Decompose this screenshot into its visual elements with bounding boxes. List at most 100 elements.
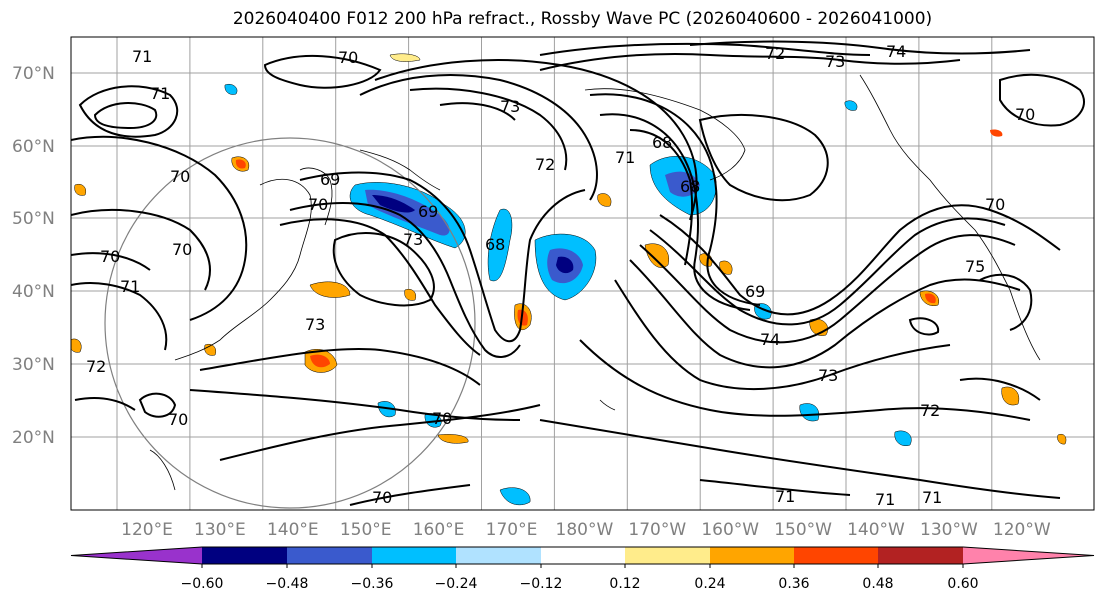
contour-label: 69 bbox=[320, 170, 340, 189]
colorbar-tick-label: 0.60 bbox=[947, 576, 978, 592]
latitude-label: 30°N bbox=[12, 355, 55, 375]
contour-label: 72 bbox=[920, 401, 940, 420]
colorbar-tick-label: 0.48 bbox=[862, 576, 893, 592]
shading-patch bbox=[925, 293, 936, 304]
contour-label: 70 bbox=[168, 410, 188, 429]
contour-label: 71 bbox=[150, 84, 170, 103]
longitude-label: 150°W bbox=[774, 520, 832, 540]
coastlines bbox=[149, 74, 1041, 491]
shading-patch bbox=[894, 430, 912, 446]
contour-label: 73 bbox=[818, 366, 838, 385]
colorbar-tick-label: 0.24 bbox=[694, 576, 725, 592]
contour-label: 69 bbox=[418, 202, 438, 221]
colorbar-tick-label: −0.24 bbox=[435, 576, 478, 592]
contour-label: 74 bbox=[760, 330, 780, 349]
contour-label: 70 bbox=[338, 48, 358, 67]
contour-label: 73 bbox=[825, 52, 845, 71]
colorbar-tick-label: −0.48 bbox=[266, 576, 309, 592]
longitude-labels: 120°E 130°E 140°E 150°E 160°E 170°E 180°W 170°W… bbox=[121, 520, 1051, 540]
shading-patch bbox=[437, 434, 469, 444]
contour-label: 71 bbox=[615, 148, 635, 167]
contour-labels: 71 70 72 73 74 73 71 70 69 68 71 68 72 6… bbox=[86, 42, 1035, 509]
longitude-label: 130°E bbox=[194, 520, 246, 540]
colorbar-segment bbox=[541, 547, 625, 564]
contour-label: 73 bbox=[403, 230, 423, 249]
latitude-label: 20°N bbox=[12, 428, 55, 448]
shading-patch bbox=[799, 403, 820, 422]
reference-circle bbox=[104, 137, 476, 509]
colorbar-segment bbox=[794, 547, 878, 564]
contour-label: 72 bbox=[765, 44, 785, 63]
contour-label: 70 bbox=[372, 488, 392, 507]
colorbar bbox=[70, 546, 1095, 565]
longitude-label: 160°E bbox=[413, 520, 465, 540]
contour-label: 70 bbox=[985, 195, 1005, 214]
latitude-labels: 70°N 60°N 50°N 40°N 30°N 20°N bbox=[12, 64, 55, 448]
colorbar-segment bbox=[202, 547, 287, 564]
contour-label: 70 bbox=[308, 195, 328, 214]
shading-patch bbox=[224, 84, 238, 95]
longitude-label: 120°E bbox=[121, 520, 173, 540]
contour-label: 71 bbox=[922, 488, 942, 507]
contour-label: 71 bbox=[775, 487, 795, 506]
shading-patch bbox=[404, 289, 416, 301]
colorbar-ticks: −0.60 −0.48 −0.36 −0.24 −0.12 0.12 0.24 0.36 0.4… bbox=[181, 564, 979, 592]
colorbar-tick-label: 0.36 bbox=[778, 576, 809, 592]
shading-patch bbox=[309, 281, 351, 298]
longitude-label: 170°E bbox=[486, 520, 538, 540]
longitude-label: 150°E bbox=[340, 520, 392, 540]
height-contours bbox=[71, 40, 1085, 506]
latitude-label: 50°N bbox=[12, 209, 55, 229]
colorbar-tick-label: −0.36 bbox=[351, 576, 394, 592]
shading-patch bbox=[844, 100, 858, 111]
latitude-label: 40°N bbox=[12, 282, 55, 302]
longitude-label: 160°W bbox=[701, 520, 759, 540]
shading-patch bbox=[597, 193, 612, 207]
colorbar-segment bbox=[71, 547, 202, 564]
colorbar-segment bbox=[372, 547, 456, 564]
colorbar-segment bbox=[287, 547, 372, 564]
colorbar-segment bbox=[878, 547, 963, 564]
contour-label: 70 bbox=[172, 240, 192, 259]
contour-label: 68 bbox=[652, 133, 672, 152]
contour-label: 73 bbox=[500, 97, 520, 116]
colorbar-segment bbox=[710, 547, 794, 564]
shading-patch bbox=[556, 256, 574, 274]
colorbar-tick-label: −0.60 bbox=[181, 576, 224, 592]
contour-label: 72 bbox=[535, 155, 555, 174]
latitude-label: 60°N bbox=[12, 137, 55, 157]
shading-patch bbox=[499, 487, 531, 506]
shading-patch bbox=[235, 159, 246, 169]
contour-label: 68 bbox=[485, 235, 505, 254]
contour-label: 71 bbox=[132, 47, 152, 66]
shading-patch bbox=[990, 129, 1003, 137]
shading-patch bbox=[1001, 386, 1020, 406]
map-title: 2026040400 F012 200 hPa refract., Rossby… bbox=[232, 9, 933, 29]
longitude-label: 140°W bbox=[847, 520, 905, 540]
contour-label: 74 bbox=[886, 42, 906, 61]
colorbar-segment bbox=[963, 547, 1094, 564]
colorbar-segment bbox=[625, 547, 710, 564]
contour-label: 70 bbox=[432, 409, 452, 428]
contour-label: 71 bbox=[875, 490, 895, 509]
shading-patch bbox=[487, 208, 513, 282]
colorbar-tick-label: 0.12 bbox=[609, 576, 640, 592]
colorbar-tick-label: −0.12 bbox=[520, 576, 563, 592]
longitude-label: 180°W bbox=[556, 520, 614, 540]
contour-label: 73 bbox=[305, 315, 325, 334]
shading-patch bbox=[389, 53, 421, 62]
longitude-label: 120°W bbox=[993, 520, 1051, 540]
contour-label: 69 bbox=[745, 282, 765, 301]
shading-patch bbox=[71, 338, 82, 353]
latitude-label: 70°N bbox=[12, 64, 55, 84]
contour-label: 70 bbox=[170, 167, 190, 186]
contour-label: 75 bbox=[965, 257, 985, 276]
longitude-label: 170°W bbox=[628, 520, 686, 540]
shading-patch bbox=[310, 354, 330, 368]
map-frame bbox=[70, 36, 1095, 511]
shaded-patches bbox=[71, 53, 1067, 506]
contour-label: 70 bbox=[100, 247, 120, 266]
contour-label: 71 bbox=[120, 277, 140, 296]
shading-patch bbox=[1057, 434, 1067, 445]
